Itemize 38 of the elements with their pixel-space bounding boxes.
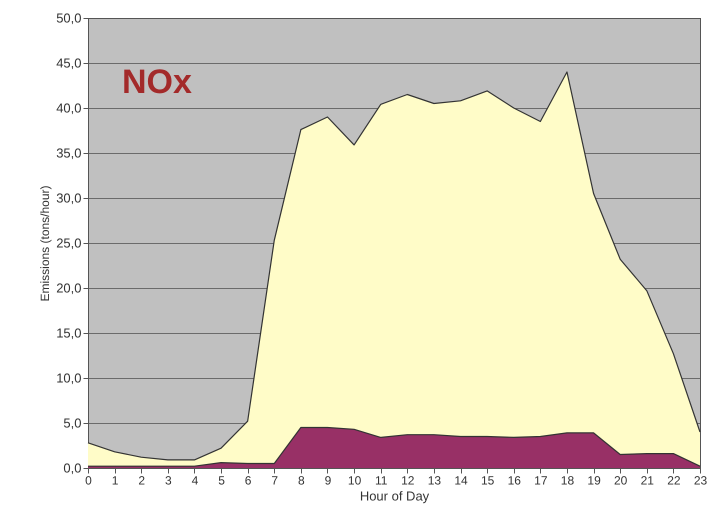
x-tick-label: 7 — [271, 474, 278, 488]
x-tick-label: 0 — [85, 474, 92, 488]
y-tick-label: 10,0 — [56, 370, 82, 386]
y-tick-label: 40,0 — [56, 100, 82, 116]
x-tick-label: 6 — [244, 474, 252, 488]
x-tick-label: 22 — [667, 474, 681, 488]
y-tick-label: 25,0 — [56, 236, 82, 250]
x-tick-label: 13 — [428, 474, 442, 488]
x-tick-label: 16 — [508, 474, 522, 488]
x-tick-label: 9 — [324, 474, 332, 488]
x-tick-label: 1 — [112, 474, 119, 488]
x-tick-label: 4 — [192, 474, 199, 488]
x-tick-label: 15 — [480, 474, 495, 488]
x-tick-label: 8 — [298, 474, 306, 488]
annotation: NOx — [122, 63, 192, 101]
y-tick-label: 20,0 — [56, 280, 82, 296]
x-tick-label: 3 — [164, 474, 172, 488]
x-tick-label: 20 — [614, 474, 628, 488]
x-tick-label: 11 — [374, 474, 388, 488]
x-tick-label: 19 — [587, 474, 602, 488]
x-tick-label: 17 — [534, 474, 548, 488]
x-tick-label: 21 — [640, 474, 654, 488]
y-tick-label: 30,0 — [56, 190, 82, 206]
x-tick-label: 2 — [138, 474, 146, 488]
y-axis-title: Emissions (tons/hour) — [38, 185, 52, 302]
x-tick-label: 14 — [454, 474, 468, 488]
x-tick-label: 10 — [348, 474, 362, 488]
x-tick-label: 23 — [694, 474, 708, 488]
y-tick-label: 35,0 — [56, 146, 82, 160]
y-tick-label: 45,0 — [56, 56, 82, 70]
y-tick-label: 50,0 — [56, 10, 82, 26]
x-tick-label: 12 — [401, 474, 415, 488]
y-tick-label: 0,0 — [63, 460, 82, 476]
y-tick-label: 5,0 — [63, 416, 82, 430]
x-axis-title: Hour of Day — [360, 488, 430, 504]
x-tick-label: 18 — [560, 474, 574, 488]
x-tick-label: 5 — [218, 474, 226, 488]
y-tick-label: 15,0 — [56, 326, 82, 340]
